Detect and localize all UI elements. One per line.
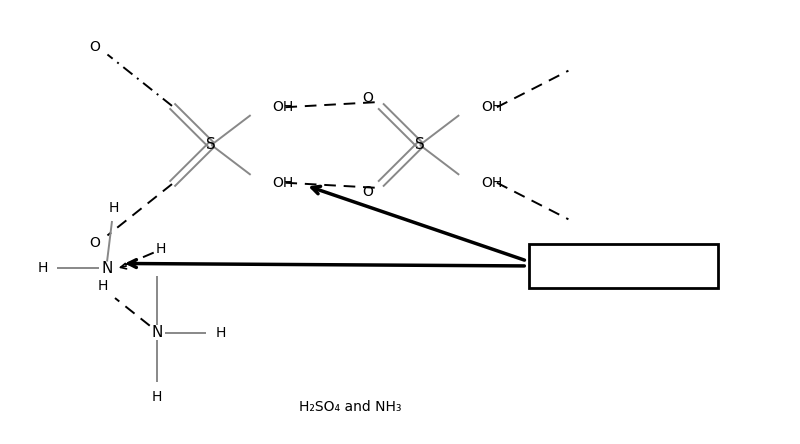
Text: O: O [362, 91, 373, 105]
Text: H: H [98, 279, 108, 293]
Text: N: N [102, 261, 113, 276]
Text: H: H [151, 390, 162, 404]
Text: Hydrogen bonding: Hydrogen bonding [544, 258, 702, 274]
Text: S: S [206, 138, 216, 152]
Text: H: H [155, 242, 166, 256]
Text: OH: OH [481, 176, 502, 190]
Text: O: O [89, 236, 100, 250]
Text: H₂SO₄ and NH₃: H₂SO₄ and NH₃ [299, 400, 402, 414]
Text: S: S [415, 138, 425, 152]
Text: H: H [216, 325, 226, 340]
Text: OH: OH [273, 100, 294, 114]
Text: H: H [38, 262, 48, 275]
Text: N: N [151, 325, 162, 340]
Text: OH: OH [273, 176, 294, 190]
Text: OH: OH [481, 100, 502, 114]
Text: H: H [109, 201, 119, 215]
Text: O: O [89, 40, 100, 54]
Bar [529, 244, 718, 288]
Text: O: O [362, 185, 373, 199]
